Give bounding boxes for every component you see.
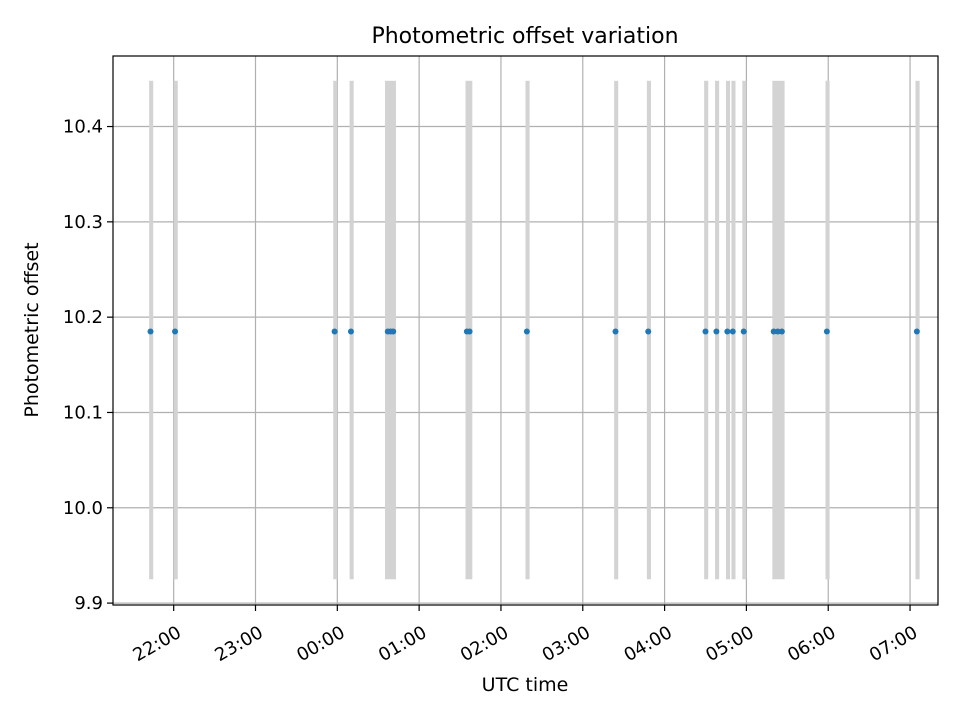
y-tick-label: 10.4 <box>63 117 103 138</box>
chart-title: Photometric offset variation <box>371 24 678 49</box>
data-point <box>778 328 785 335</box>
y-tick-label: 10.1 <box>63 402 103 423</box>
x-axis-label: UTC time <box>482 674 569 696</box>
data-point <box>729 328 736 335</box>
data-point <box>612 328 619 335</box>
data-point <box>390 328 397 335</box>
data-point <box>823 328 830 335</box>
y-tick-label: 10.3 <box>63 212 103 233</box>
data-point <box>347 328 354 335</box>
data-point <box>331 328 338 335</box>
y-axis-label: Photometric offset <box>21 242 43 417</box>
y-tick-label: 9.9 <box>74 593 103 614</box>
data-point <box>740 328 747 335</box>
data-point <box>645 328 652 335</box>
data-point <box>702 328 709 335</box>
y-tick-label: 10.0 <box>63 498 103 519</box>
data-point <box>724 328 731 335</box>
data-point <box>913 328 920 335</box>
data-points <box>147 328 920 335</box>
data-point <box>147 328 154 335</box>
data-point <box>466 328 473 335</box>
plot-frame <box>112 55 939 606</box>
data-point <box>172 328 179 335</box>
data-point <box>713 328 720 335</box>
y-tick-label: 10.2 <box>63 307 103 328</box>
data-point <box>523 328 530 335</box>
